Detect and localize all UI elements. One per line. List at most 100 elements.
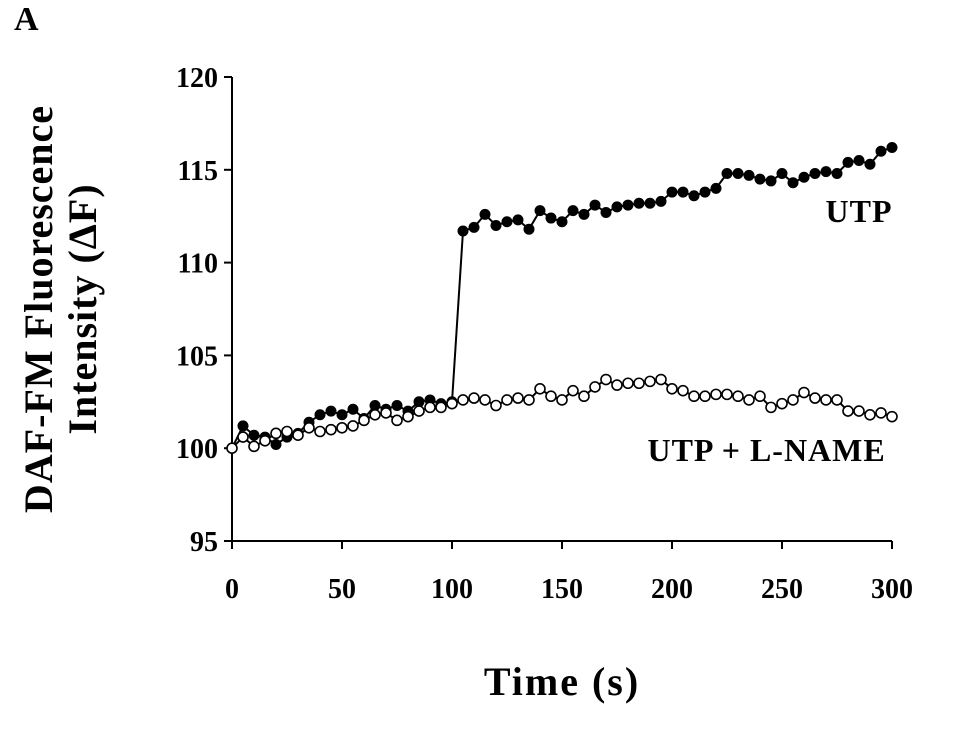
series-labels: UTP UTP + L-NAME	[647, 193, 893, 468]
y-axis-label-line2: Intensity (ΔF)	[60, 183, 105, 434]
data-point	[864, 408, 876, 421]
data-point	[754, 173, 766, 185]
data-point	[765, 175, 777, 187]
data-point	[677, 186, 689, 198]
data-point	[754, 390, 766, 403]
data-point	[644, 197, 656, 209]
data-point	[633, 377, 645, 390]
data-point	[270, 438, 282, 450]
x-tick-label: 200	[651, 574, 693, 605]
data-point	[611, 201, 623, 213]
data-point	[237, 420, 249, 432]
data-point	[325, 405, 337, 417]
x-tick-label: 0	[225, 574, 239, 605]
data-point	[270, 427, 282, 440]
data-point	[853, 405, 865, 417]
data-point	[226, 442, 238, 455]
data-point	[831, 168, 843, 180]
data-point	[699, 186, 711, 198]
data-point	[655, 195, 667, 207]
y-tick-label: 120	[176, 63, 218, 94]
data-point	[523, 394, 535, 406]
data-point	[633, 197, 645, 209]
data-point	[347, 403, 359, 415]
data-point	[820, 166, 832, 178]
data-point	[732, 168, 744, 180]
y-tick-label: 110	[178, 249, 218, 280]
data-point	[875, 145, 887, 157]
data-point	[556, 216, 568, 228]
data-point	[600, 206, 612, 218]
data-point	[567, 384, 579, 397]
data-point	[688, 190, 700, 202]
data-point	[336, 409, 348, 421]
data-point	[721, 168, 733, 180]
data-point	[358, 414, 370, 427]
y-axis-label: DAF-FM Fluorescence Intensity (ΔF)	[16, 105, 105, 513]
data-point	[501, 394, 513, 406]
data-point	[391, 400, 403, 412]
y-tick-label: 100	[176, 434, 218, 465]
data-point	[534, 383, 546, 395]
data-point	[424, 401, 436, 414]
data-point	[688, 390, 700, 403]
data-point	[325, 423, 337, 436]
data-point	[479, 208, 491, 220]
data-point	[875, 407, 887, 419]
data-point	[369, 408, 381, 421]
data-point	[842, 405, 854, 417]
data-point	[798, 171, 810, 183]
data-point	[457, 225, 469, 237]
data-point	[479, 394, 491, 406]
data-point	[622, 377, 634, 390]
y-axis-label-line1: DAF-FM Fluorescence	[16, 105, 61, 513]
data-point	[512, 392, 524, 404]
data-point	[710, 182, 722, 194]
series-label: UTP	[826, 193, 893, 229]
data-point	[809, 168, 821, 180]
data-point	[380, 407, 392, 419]
data-point	[545, 212, 557, 224]
data-point	[303, 421, 315, 434]
x-tick-label: 250	[761, 574, 803, 605]
data-point	[611, 379, 623, 391]
data-point	[512, 214, 524, 226]
data-point	[567, 205, 579, 217]
data-point	[446, 397, 458, 410]
data-point	[556, 394, 568, 406]
data-point	[281, 425, 293, 438]
data-point	[699, 390, 711, 403]
data-point	[314, 409, 326, 421]
data-point	[523, 223, 535, 235]
x-tick-label: 50	[328, 574, 356, 605]
data-point	[743, 394, 755, 406]
data-point	[776, 397, 788, 410]
data-point	[578, 208, 590, 220]
y-tick-label: 105	[176, 341, 218, 372]
data-point	[622, 199, 634, 211]
axes	[231, 77, 892, 542]
data-point	[435, 401, 447, 414]
x-tick-label: 100	[431, 574, 473, 605]
data-point	[468, 392, 480, 404]
data-point	[842, 156, 854, 168]
data-point	[589, 381, 601, 393]
data-point	[831, 394, 843, 406]
x-ticks: 0 50 100 150 200 250 300	[225, 541, 913, 605]
data-point	[402, 410, 414, 423]
data-point	[578, 390, 590, 403]
data-point	[666, 186, 678, 198]
data-point	[886, 410, 898, 423]
data-point	[798, 386, 810, 399]
data-point	[787, 177, 799, 189]
data-point	[853, 155, 865, 167]
data-point	[600, 373, 612, 386]
x-tick-label: 150	[541, 574, 583, 605]
data-point	[743, 169, 755, 181]
data-point	[732, 390, 744, 403]
data-point	[710, 388, 722, 401]
data-point	[655, 373, 667, 386]
data-point	[248, 440, 260, 453]
data-point	[259, 434, 271, 447]
